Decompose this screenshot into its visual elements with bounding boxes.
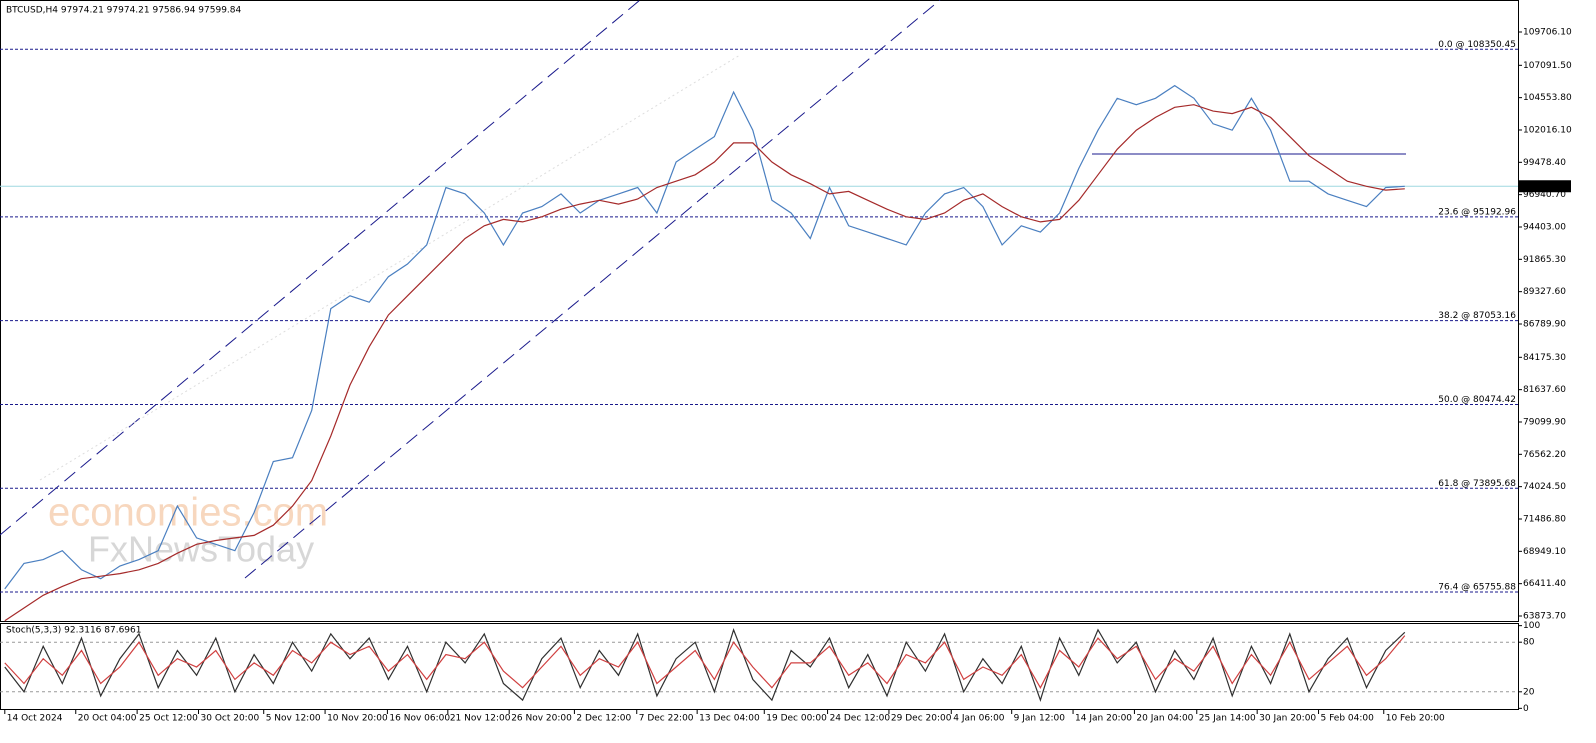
y-tick-label: 91865.30: [1523, 255, 1566, 265]
y-tick-label: 104553.80: [1523, 93, 1572, 103]
x-tick-label: 20 Jan 04:00: [1136, 714, 1193, 724]
y-tick-label: 80: [1523, 638, 1535, 648]
watermark: FxNewsToday: [88, 529, 314, 570]
x-tick-label: 29 Dec 20:00: [891, 714, 952, 724]
x-tick-label: 2 Dec 12:00: [576, 714, 631, 724]
y-tick-label: 66411.40: [1523, 579, 1566, 589]
y-tick-label: 0: [1523, 704, 1529, 714]
y-tick-label: 68949.10: [1523, 547, 1566, 557]
stoch-frame: [0, 623, 1519, 710]
series-line: [4, 627, 1406, 703]
x-tick-label: 25 Jan 14:00: [1199, 714, 1256, 724]
y-tick-label: 96940.70: [1523, 190, 1566, 200]
x-tick-label: 13 Dec 04:00: [699, 714, 760, 724]
y-tick-label: 99478.40: [1523, 158, 1566, 168]
x-tick-label: 19 Dec 00:00: [766, 714, 827, 724]
chart-title: BTCUSD,H4 97974.21 97974.21 97586.94 975…: [6, 6, 242, 16]
current-price-label: 97599.84: [1522, 182, 1565, 192]
y-tick-label: 74024.50: [1523, 482, 1566, 492]
x-tick-label: 24 Dec 12:00: [830, 714, 891, 724]
y-tick-label: 100: [1523, 621, 1540, 631]
y-tick-label: 76562.20: [1523, 450, 1566, 460]
series-line: [4, 84, 1405, 590]
y-tick-label: 86789.90: [1523, 319, 1566, 329]
x-tick-label: 25 Oct 12:00: [139, 714, 198, 724]
x-tick-label: 5 Feb 04:00: [1321, 714, 1375, 724]
series-line: [4, 104, 1405, 622]
x-tick-label: 26 Nov 20:00: [511, 714, 572, 724]
mid-line: [39, 54, 741, 481]
y-tick-label: 84175.30: [1523, 353, 1566, 363]
x-tick-label: 30 Oct 20:00: [201, 714, 260, 724]
x-tick-label: 5 Nov 12:00: [266, 714, 321, 724]
series-line: [4, 635, 1406, 689]
x-tick-label: 20 Oct 04:00: [78, 714, 137, 724]
fib-label: 38.2 @ 87053.16: [1438, 311, 1516, 321]
y-tick-label: 81637.60: [1523, 385, 1566, 395]
y-tick-label: 109706.10: [1523, 27, 1572, 37]
y-tick-label: 79099.90: [1523, 417, 1566, 427]
x-tick-label: 21 Nov 12:00: [450, 714, 511, 724]
channel: [0, 0, 941, 579]
fib-label: 23.6 @ 95192.96: [1438, 207, 1516, 217]
y-tick-label: 107091.50: [1523, 61, 1572, 71]
y-tick-label: 89327.60: [1523, 287, 1566, 297]
y-tick-label: 71486.80: [1523, 514, 1566, 524]
x-tick-label: 30 Jan 20:00: [1259, 714, 1316, 724]
x-tick-label: 9 Jan 12:00: [1014, 714, 1066, 724]
x-tick-label: 10 Feb 20:00: [1386, 714, 1445, 724]
y-tick-label: 94403.00: [1523, 222, 1566, 232]
fib-label: 0.0 @ 108350.45: [1438, 40, 1516, 50]
current-price-box: [1519, 180, 1571, 193]
fib-label: 50.0 @ 80474.42: [1438, 395, 1516, 405]
y-tick-label: 102016.10: [1523, 125, 1572, 135]
stoch-title: Stoch(5,3,3) 92.3116 87.6961: [6, 626, 141, 636]
fib-label: 61.8 @ 73895.68: [1438, 479, 1516, 489]
x-tick-label: 14 Jan 20:00: [1075, 714, 1132, 724]
x-tick-label: 16 Nov 06:00: [389, 714, 450, 724]
x-tick-label: 14 Oct 2024: [7, 714, 63, 724]
x-tick-label: 4 Jan 06:00: [953, 714, 1005, 724]
watermark: economies.com: [48, 491, 328, 535]
fib-label: 76.4 @ 65755.88: [1438, 583, 1516, 593]
x-tick-label: 7 Dec 22:00: [639, 714, 694, 724]
x-tick-label: 10 Nov 20:00: [327, 714, 388, 724]
y-tick-label: 20: [1523, 687, 1535, 697]
main-frame: [0, 0, 1519, 622]
y-tick-label: 63873.70: [1523, 612, 1566, 622]
